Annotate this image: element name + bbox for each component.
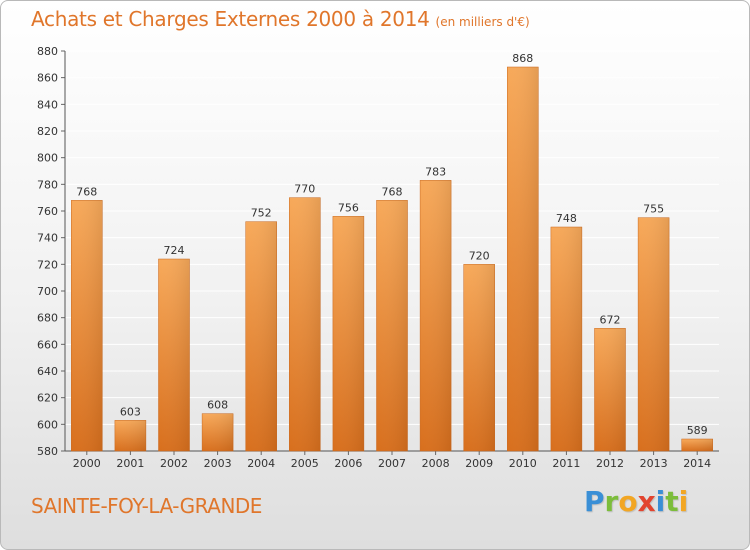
bar-shade — [332, 216, 364, 451]
x-tick-label: 2014 — [683, 457, 711, 470]
data-label: 603 — [120, 405, 141, 418]
chart-title: Achats et Charges Externes 2000 à 2014 (e… — [31, 7, 530, 31]
x-tick-label: 2007 — [378, 457, 406, 470]
commune-name: SAINTE-FOY-LA-GRANDE — [31, 494, 262, 518]
data-label: 755 — [643, 203, 664, 216]
bar-shade — [202, 413, 234, 451]
y-tick-label: 660 — [37, 338, 58, 351]
bar-shade — [376, 200, 408, 451]
bar-shade — [71, 200, 103, 451]
data-label: 608 — [207, 399, 228, 412]
data-label: 720 — [469, 249, 490, 262]
bar-shade — [114, 420, 146, 451]
x-tick-label: 2001 — [116, 457, 144, 470]
y-tick-label: 580 — [37, 445, 58, 458]
x-tick-label: 2013 — [640, 457, 668, 470]
x-tick-label: 2006 — [334, 457, 362, 470]
logo-letter: t — [665, 485, 679, 518]
data-label: 768 — [382, 185, 403, 198]
bar-shade — [638, 217, 670, 451]
y-tick-label: 700 — [37, 285, 58, 298]
logo-letter: o — [618, 485, 638, 518]
logo-letter: r — [604, 485, 619, 518]
label-layer: 768 603 724 608 752 770 756 768 783 720 868 748 672 7… — [76, 52, 707, 437]
x-tick-label: 2003 — [204, 457, 232, 470]
x-tick-label: 2000 — [73, 457, 101, 470]
y-tick-label: 600 — [37, 418, 58, 431]
y-tick-label: 740 — [37, 232, 58, 245]
bar-shade — [245, 221, 277, 451]
bar-shade — [594, 328, 626, 451]
data-label: 783 — [425, 165, 446, 178]
y-tick-label: 620 — [37, 392, 58, 405]
y-tick-label: 860 — [37, 72, 58, 85]
bar-shade — [507, 67, 539, 451]
logo-letter: i — [655, 485, 666, 518]
bar-shade — [463, 264, 495, 451]
y-tick-label: 820 — [37, 125, 58, 138]
data-label: 672 — [600, 313, 621, 326]
y-tick-label: 720 — [37, 258, 58, 271]
x-tick-label: 2011 — [552, 457, 580, 470]
bar-shade — [289, 197, 321, 451]
y-tick-label: 840 — [37, 98, 58, 111]
bar-shade — [420, 180, 452, 452]
x-tick-label: 2004 — [247, 457, 275, 470]
data-label: 868 — [512, 52, 533, 65]
data-label: 756 — [338, 201, 359, 214]
data-label: 589 — [687, 424, 708, 437]
chart-title-text: Achats et Charges Externes 2000 à 2014 — [31, 7, 430, 31]
data-label: 770 — [294, 183, 315, 196]
y-tick-label: 760 — [37, 205, 58, 218]
y-tick-label: 880 — [37, 45, 58, 58]
y-tick-label: 680 — [37, 312, 58, 325]
bar-shade — [681, 439, 713, 451]
data-label: 752 — [251, 207, 272, 220]
data-label: 768 — [76, 185, 97, 198]
logo-letter: P — [584, 485, 605, 518]
y-tick-label: 640 — [37, 365, 58, 378]
x-tick-label: 2012 — [596, 457, 624, 470]
chart-unit: (en milliers d'€) — [435, 15, 530, 29]
data-label: 748 — [556, 212, 577, 225]
bar-shade — [158, 259, 190, 451]
y-tick-label: 780 — [37, 178, 58, 191]
y-tick-label: 800 — [37, 152, 58, 165]
x-tick-label: 2009 — [465, 457, 493, 470]
x-tick-label: 2005 — [291, 457, 319, 470]
data-label: 724 — [164, 244, 185, 257]
x-tick-label: 2008 — [422, 457, 450, 470]
bar-shade — [550, 227, 582, 451]
x-tick-label: 2010 — [509, 457, 537, 470]
logo-letter: i — [678, 485, 689, 518]
bar-layer — [71, 66, 713, 452]
x-tick-label: 2002 — [160, 457, 188, 470]
logo-letter: x — [637, 485, 656, 518]
proxiti-logo[interactable]: Proxiti — [584, 485, 688, 518]
